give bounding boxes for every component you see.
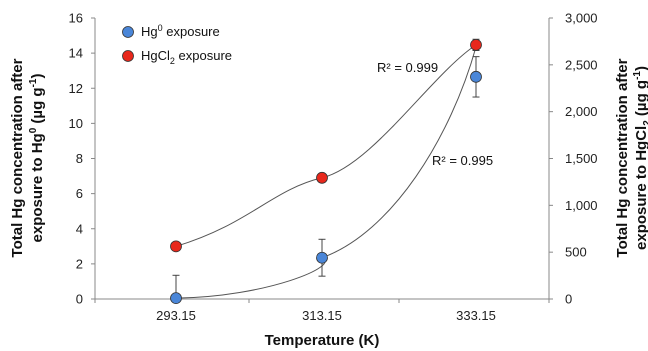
point-hgcl2 bbox=[316, 171, 328, 184]
left-tick-label: 2 bbox=[76, 256, 83, 271]
data-points bbox=[170, 38, 482, 305]
right-tick-label: 500 bbox=[565, 245, 587, 260]
trend-curve-hgcl2 bbox=[175, 44, 477, 247]
right-tick-label: 1,500 bbox=[565, 151, 598, 166]
right-tick-label: 2,500 bbox=[565, 57, 598, 72]
point-hgcl2 bbox=[470, 38, 482, 51]
r2-annotation-hgcl2: R² = 0.999 bbox=[377, 60, 438, 75]
left-tick-label: 4 bbox=[76, 221, 83, 236]
x-tick-label: 313.15 bbox=[302, 308, 342, 323]
x-tick-label: 333.15 bbox=[456, 308, 496, 323]
left-axis-title-line2: exposure to Hg0 (µg g-1) bbox=[28, 74, 46, 243]
left-tick-label: 12 bbox=[69, 81, 83, 96]
left-tick-label: 10 bbox=[69, 116, 83, 131]
left-axis-title-line1: Total Hg concentration after bbox=[9, 58, 26, 257]
point-hgcl2 bbox=[170, 240, 182, 253]
left-tick-label: 14 bbox=[69, 46, 83, 61]
legend-label-hg0: Hg0 exposure bbox=[141, 23, 220, 39]
right-tick-labels: 0 500 1,000 1,500 2,000 2,500 3,000 bbox=[549, 11, 598, 307]
point-hg0 bbox=[316, 251, 328, 264]
legend-marker-hg0 bbox=[122, 26, 134, 38]
left-tick-label: 0 bbox=[76, 292, 83, 307]
legend: Hg0 exposure HgCl2 exposure bbox=[122, 23, 232, 66]
right-tick-label: 3,000 bbox=[565, 11, 598, 26]
point-hg0 bbox=[170, 292, 182, 305]
right-tick-label: 0 bbox=[565, 292, 572, 307]
x-axis-title: Temperature (K) bbox=[265, 332, 380, 349]
left-tick-label: 16 bbox=[69, 11, 83, 26]
legend-label-hgcl2: HgCl2 exposure bbox=[141, 48, 232, 66]
legend-marker-hgcl2 bbox=[122, 50, 134, 62]
r2-annotation-hg0: R² = 0.995 bbox=[432, 153, 493, 168]
right-axis-title: Total Hg concentration after exposure to… bbox=[614, 58, 648, 257]
right-axis-title-line1: Total Hg concentration after bbox=[614, 58, 631, 257]
left-tick-label: 8 bbox=[76, 151, 83, 166]
right-tick-label: 2,000 bbox=[565, 104, 598, 119]
right-axis-title-line2: exposure to HgCl2 (µg g-1) bbox=[632, 66, 648, 250]
point-hg0 bbox=[470, 70, 482, 83]
left-axis-title: Total Hg concentration after exposure to… bbox=[9, 58, 46, 257]
x-tick-labels: 293.15 313.15 333.15 bbox=[94, 299, 550, 323]
trend-curve-hg0 bbox=[175, 46, 477, 299]
right-tick-label: 1,000 bbox=[565, 198, 598, 213]
left-tick-labels: 0 2 4 6 8 10 12 14 16 bbox=[69, 11, 95, 307]
x-tick-label: 293.15 bbox=[156, 308, 196, 323]
left-tick-label: 6 bbox=[76, 186, 83, 201]
